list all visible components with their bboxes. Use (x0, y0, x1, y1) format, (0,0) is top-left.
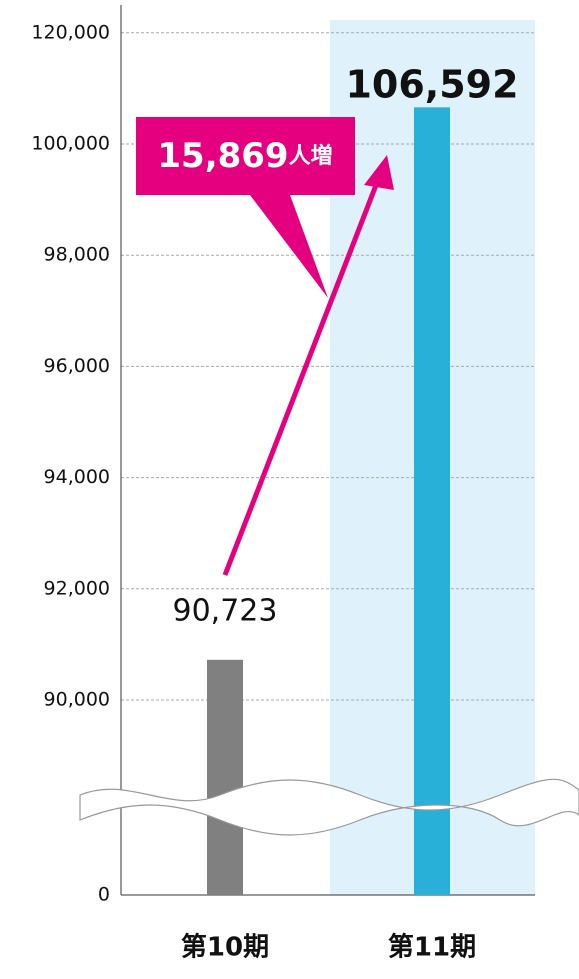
x-tick-label: 第11期 (388, 932, 476, 963)
y-tick-label: 94,000 (44, 466, 110, 488)
callout-tail (250, 195, 328, 298)
y-tick-label: 100,000 (31, 133, 110, 155)
y-tick-label: 90,000 (44, 689, 110, 711)
annotation-unit: 人増 (289, 143, 333, 169)
arrow-line (222, 179, 381, 576)
arrow-head (364, 155, 394, 190)
bar (207, 659, 243, 895)
value-label: 106,592 (345, 63, 518, 107)
y-tick-label: 0 (98, 884, 110, 906)
y-tick-label: 92,000 (44, 577, 110, 599)
y-tick-label: 96,000 (44, 355, 110, 377)
x-tick-label: 第10期 (181, 932, 269, 963)
callout-box (136, 117, 355, 195)
y-tick-label: 98,000 (44, 244, 110, 266)
annotation: 15,869人増 (157, 136, 332, 176)
annotation-value: 15,869 (157, 136, 288, 176)
bar (414, 107, 450, 895)
y-tick-label: 120,000 (31, 21, 110, 43)
value-label: 90,723 (173, 594, 278, 629)
